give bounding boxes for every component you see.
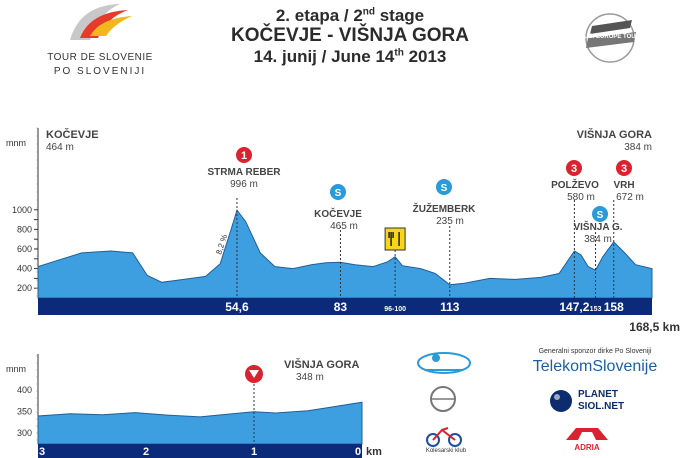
adria-icon (566, 428, 608, 440)
finish-name: VIŠNJA GORA (577, 128, 652, 141)
sprint-name: KOČEVJE (314, 207, 362, 220)
inset-profile-area (37, 401, 363, 445)
y-tick-label: 800 (17, 224, 32, 234)
tour-logo-icon (70, 4, 132, 40)
stage-title: 2. etapa / 2nd stage (275, 6, 425, 25)
flamme-rouge-triangle-icon (249, 370, 259, 378)
km-mark-label: 54,6 (225, 300, 249, 314)
planet-line1: PLANET (578, 389, 618, 400)
inset-km-axis-bar (38, 444, 362, 458)
planet-icon (550, 390, 572, 412)
sponsor-logo-3: Kolesarski klub (422, 422, 468, 458)
inset-km-label: 1 (251, 446, 257, 458)
climb-category: 1 (241, 150, 247, 162)
sprint-letter: S (441, 183, 448, 194)
inset-km-label: 0 (355, 446, 361, 458)
y-tick-label: 600 (17, 244, 32, 254)
inset-km-label: 2 (143, 446, 149, 458)
km-mark-label: 96-100 (384, 306, 406, 313)
climb-badge (566, 160, 582, 176)
fork-knife-icon (388, 232, 400, 246)
sprint-badge (436, 179, 452, 195)
stage-route: KOČEVJE - VIŠNJA GORA (231, 25, 469, 46)
climb-badge (616, 160, 632, 176)
stage-date: 14. junij / June 14th 2013 (253, 47, 447, 66)
climb-name: STRMA REBER (208, 167, 282, 178)
sprint-name: ŽUŽEMBERK (413, 202, 477, 215)
finish-alt: 384 m (624, 142, 652, 153)
inset-y-axis-label: mnm (6, 364, 26, 374)
adria-logo: ADRIA (562, 426, 612, 456)
planet-logo: PLANET SIOL.NET (548, 388, 658, 416)
y-axis-label: mnm (6, 138, 26, 148)
sprint-alt: 235 m (436, 216, 464, 227)
general-sponsor-label: Generalni sponzor dirke Po Sloveniji (538, 348, 652, 355)
inset-y-tick-label: 400 (17, 385, 32, 395)
feed-zone-icon (384, 227, 406, 251)
club-emblem-icon (430, 386, 456, 412)
tour-logo: TOUR DE SLOVENIE PO SLOVENIJI (40, 0, 160, 80)
uci-label: UCI EUROPE TOUR (584, 34, 640, 40)
sponsor-logo-2 (420, 384, 466, 414)
sprint-name: VIŠNJA G. (573, 220, 622, 233)
inset-km-label: 3 (39, 446, 45, 458)
cycling-federation-icon (417, 352, 471, 374)
sprint-letter: S (597, 210, 604, 221)
total-distance-label: 168,5 km (629, 320, 680, 334)
sprint-alt: 384 m (584, 234, 612, 245)
km-mark-label: 147,2 (559, 300, 589, 314)
climb-alt: 996 m (230, 179, 258, 190)
km-mark-label: 153 (590, 306, 602, 313)
logo-name-line2: PO SLOVENIJI (53, 66, 147, 77)
sponsor-logo-1 (414, 348, 474, 378)
logo-name-line1: TOUR DE SLOVENIE (47, 52, 153, 63)
sprint-letter: S (335, 188, 342, 199)
climb-alt: 580 m (567, 192, 595, 203)
sprint-badge (330, 184, 346, 200)
climb-alt: 672 m (616, 192, 644, 203)
inset-y-tick-label: 300 (17, 428, 32, 438)
telekom-logo: TelekomSlovenije (532, 358, 658, 375)
profile-area (37, 209, 653, 299)
uci-logo-icon (585, 13, 636, 63)
climb-badge (236, 147, 252, 163)
climb-category: 3 (571, 163, 577, 175)
uci-logo: UCI EUROPE TOUR (572, 8, 652, 68)
sprint-badge (592, 206, 608, 222)
planet-line2: SIOL.NET (578, 401, 625, 412)
km-mark-label: 158 (604, 300, 624, 314)
y-tick-label: 1000 (12, 205, 32, 215)
start-name: KOČEVJE (46, 128, 99, 141)
inset-finish-name: VIŠNJA GORA (284, 358, 359, 371)
km-mark-label: 83 (334, 300, 348, 314)
climb-name: VRH (613, 180, 634, 191)
y-tick-label: 200 (17, 283, 32, 293)
club-label: Kolesarski klub (425, 448, 467, 454)
climb-category: 3 (621, 163, 627, 175)
y-tick-label: 400 (17, 264, 32, 274)
sprint-alt: 465 m (330, 221, 358, 232)
inset-finish-alt: 348 m (296, 372, 324, 383)
inset-km-unit: km (366, 446, 382, 458)
inset-y-tick-label: 350 (17, 407, 32, 417)
km-mark-label: 113 (440, 300, 460, 314)
start-alt: 464 m (46, 142, 74, 153)
cyclist-icon (426, 427, 462, 447)
adria-label: ADRIA (574, 443, 600, 452)
climb-name: POLŽEVO (551, 178, 599, 191)
km-axis-bar (38, 298, 652, 315)
